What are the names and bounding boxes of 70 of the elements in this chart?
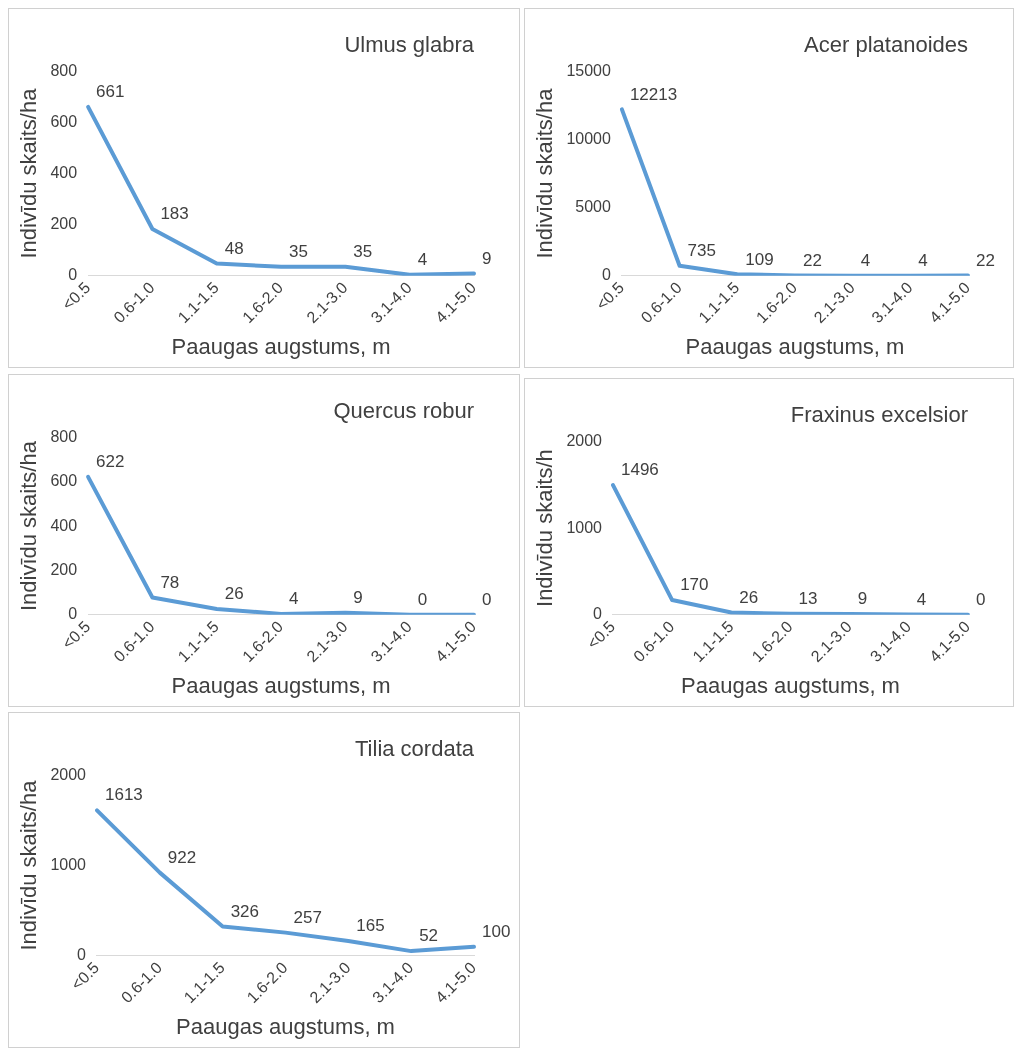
data-label: 170 xyxy=(680,575,709,595)
y-tick-label: 0 xyxy=(68,266,78,284)
y-tick-label: 10000 xyxy=(566,129,611,147)
data-label: 922 xyxy=(167,847,197,867)
y-tick-label: 2000 xyxy=(50,765,87,783)
y-tick-label: 2000 xyxy=(566,431,603,449)
data-label: 26 xyxy=(739,587,759,607)
chart-title: Tilia cordata xyxy=(354,736,475,762)
y-axis-title: Indivīdu skaits/ha xyxy=(16,440,42,612)
data-label: 9 xyxy=(857,589,868,609)
data-label: 22 xyxy=(976,250,995,270)
x-axis-title: Paaugas augstums, m xyxy=(171,333,391,359)
data-label: 4 xyxy=(860,250,871,270)
data-label: 0 xyxy=(417,589,428,609)
data-label: 165 xyxy=(356,916,385,936)
data-label: 0 xyxy=(482,589,492,609)
x-axis-title: Paaugas augstums, m xyxy=(681,672,900,698)
data-label: 4 xyxy=(916,589,927,609)
data-label: 1613 xyxy=(104,785,143,805)
y-tick-label: 200 xyxy=(50,560,78,578)
data-label: 22 xyxy=(802,250,822,270)
data-label: 4 xyxy=(289,589,299,609)
data-label: 1496 xyxy=(620,460,659,480)
data-label: 4 xyxy=(918,250,928,270)
data-label: 4 xyxy=(417,249,428,269)
y-tick-label: 1000 xyxy=(566,518,603,536)
data-label: 48 xyxy=(224,238,244,258)
data-label: 326 xyxy=(230,901,260,921)
y-tick-label: 0 xyxy=(77,946,87,964)
y-tick-label: 200 xyxy=(50,215,78,233)
y-tick-label: 1000 xyxy=(50,856,87,874)
data-label: 735 xyxy=(687,240,716,260)
x-axis-title: Paaugas augstums, m xyxy=(176,1013,395,1039)
y-tick-label: 0 xyxy=(68,605,78,623)
y-tick-label: 800 xyxy=(50,427,78,445)
chart-title: Acer platanoides xyxy=(804,32,968,58)
data-label: 257 xyxy=(293,907,322,927)
data-label: 26 xyxy=(224,584,244,604)
chart-title: Ulmus glabra xyxy=(344,32,475,58)
data-label: 9 xyxy=(482,248,492,268)
y-axis-title: Indivīdu skaits/ha xyxy=(16,779,42,951)
y-tick-label: 0 xyxy=(593,605,603,623)
x-axis-title: Paaugas augstums, m xyxy=(685,333,905,359)
data-label: 100 xyxy=(482,921,511,941)
chart-title: Fraxinus excelsior xyxy=(790,402,968,428)
data-label: 12213 xyxy=(629,84,678,104)
data-label: 78 xyxy=(160,572,180,592)
data-label: 13 xyxy=(798,588,818,608)
data-label: 622 xyxy=(96,452,125,472)
data-label: 183 xyxy=(160,204,189,224)
y-tick-label: 5000 xyxy=(575,198,611,216)
x-axis-title: Paaugas augstums, m xyxy=(171,672,391,698)
y-axis-title: Indivīdu skaits/ha xyxy=(532,87,558,259)
data-label: 661 xyxy=(96,82,125,102)
data-label: 0 xyxy=(976,589,986,609)
y-tick-label: 600 xyxy=(50,112,78,130)
data-label: 109 xyxy=(745,249,774,269)
data-label: 35 xyxy=(289,242,308,262)
data-label: 35 xyxy=(353,242,373,262)
y-axis-title: Indivīdu skaits/ha xyxy=(16,87,42,259)
y-tick-label: 800 xyxy=(50,61,78,79)
y-tick-label: 0 xyxy=(601,266,611,284)
y-axis-title: Indivīdu skaits/h xyxy=(532,449,558,607)
chart-title: Quercus robur xyxy=(333,398,474,424)
y-tick-label: 400 xyxy=(50,516,78,534)
data-label: 52 xyxy=(419,926,439,946)
y-tick-label: 600 xyxy=(50,472,78,490)
y-tick-label: 15000 xyxy=(566,61,611,79)
data-label: 9 xyxy=(353,587,363,607)
y-tick-label: 400 xyxy=(50,164,78,182)
